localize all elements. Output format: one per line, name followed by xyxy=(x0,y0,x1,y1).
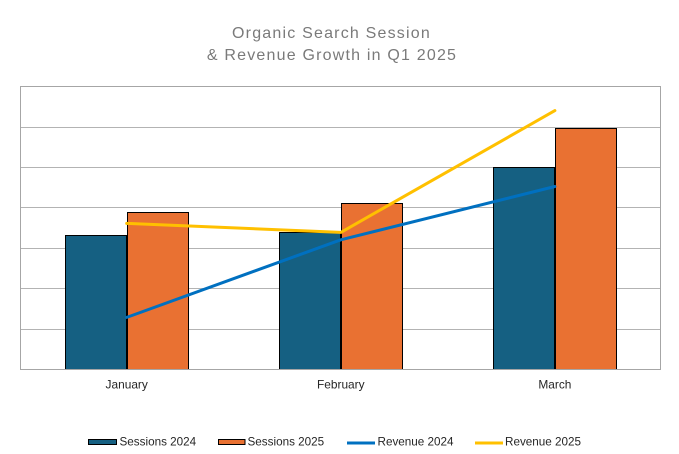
svg-text:January: January xyxy=(106,378,148,392)
svg-text:February: February xyxy=(317,378,365,392)
svg-text:Revenue 2025: Revenue 2025 xyxy=(505,436,582,449)
svg-text:Organic Search Session: Organic Search Session xyxy=(232,25,431,42)
svg-text:Sessions 2025: Sessions 2025 xyxy=(248,436,325,449)
svg-text:Revenue 2024: Revenue 2024 xyxy=(378,436,455,449)
svg-text:& Revenue Growth in Q1 2025: & Revenue Growth in Q1 2025 xyxy=(207,47,457,64)
svg-text:Sessions 2024: Sessions 2024 xyxy=(120,436,197,449)
svg-text:March: March xyxy=(538,378,571,392)
